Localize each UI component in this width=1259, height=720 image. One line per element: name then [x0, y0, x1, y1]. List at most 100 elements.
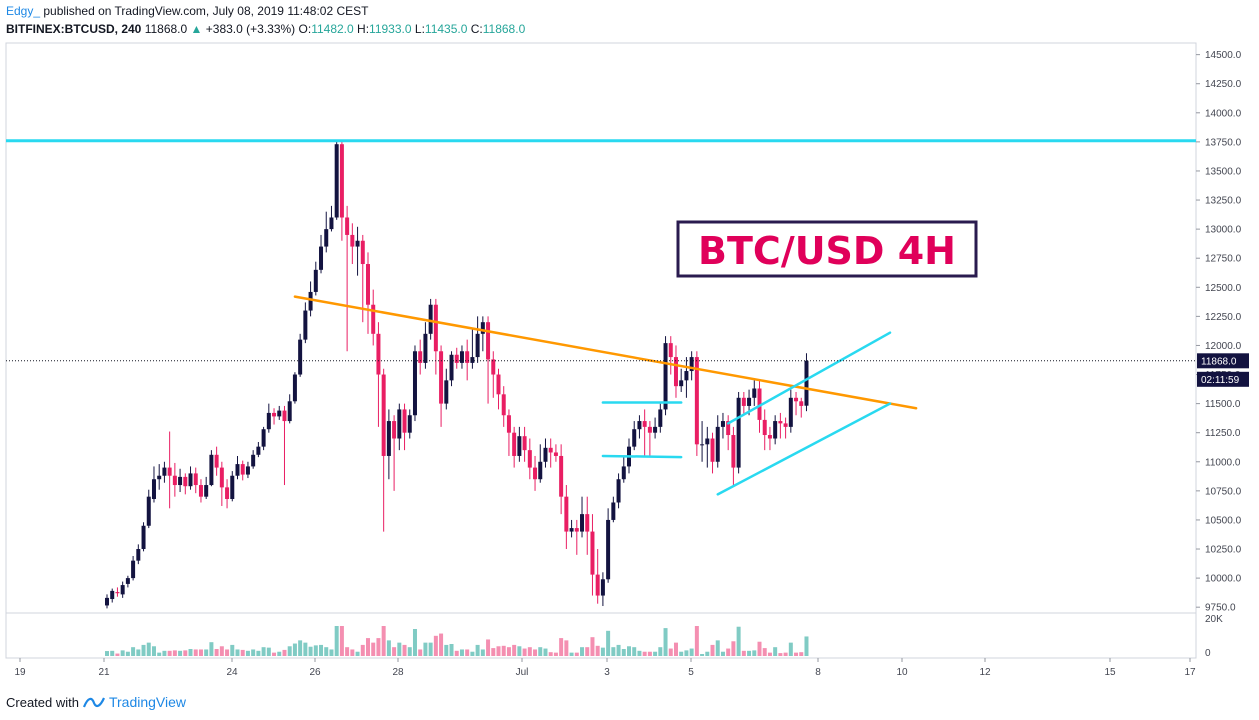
candle-body — [319, 246, 324, 270]
candle-body — [376, 333, 381, 375]
volume-bar — [329, 649, 334, 656]
price-tick-label: 12250.0 — [1205, 312, 1242, 323]
candle-body — [272, 412, 277, 417]
volume-bar — [355, 651, 360, 656]
candle-body — [663, 343, 668, 410]
candle-body — [496, 374, 501, 395]
candle-body — [653, 426, 658, 433]
time-tick-label: 5 — [688, 667, 694, 678]
volume-bar — [653, 651, 658, 656]
candle-body — [433, 304, 438, 352]
candle-body — [512, 432, 517, 456]
time-tick-label: 28 — [392, 667, 404, 678]
volume-bar — [439, 633, 444, 656]
candle-body — [418, 351, 423, 363]
candle-body — [230, 475, 235, 499]
open-value: 11482.0 — [311, 22, 354, 36]
candle-body — [172, 475, 177, 486]
volume-bar — [193, 649, 198, 656]
volume-bar — [146, 642, 151, 656]
candle-body — [371, 304, 376, 334]
time-tick-label: 3 — [604, 667, 610, 678]
price-pane[interactable] — [5, 42, 1197, 614]
change-arrow-icon: ▲ — [190, 22, 203, 36]
volume-bar — [673, 642, 678, 656]
volume-bar — [345, 647, 350, 656]
price-tick-label: 14000.0 — [1205, 108, 1242, 119]
candle-body — [198, 485, 203, 497]
created-with-text: Created with — [6, 694, 79, 710]
volume-bar — [407, 647, 412, 656]
candle-body — [569, 528, 574, 532]
volume-bar — [486, 639, 491, 656]
volume-bar — [157, 652, 162, 656]
candle-body — [731, 435, 736, 468]
time-axis[interactable]: 19 21 24 26 28 Jul 3 5 8 10 12 15 17 — [14, 658, 1196, 678]
volume-bar — [418, 649, 423, 656]
candle-body — [209, 454, 214, 486]
volume-bar — [647, 651, 652, 656]
candle-body — [757, 388, 762, 420]
candle-body — [407, 415, 412, 433]
candle-body — [741, 397, 746, 406]
author-link[interactable]: Edgy_ — [6, 4, 41, 18]
candle-body — [616, 479, 621, 503]
candle-body — [720, 421, 725, 427]
candle-body — [146, 496, 151, 526]
candle-body — [167, 467, 172, 476]
volume-bar — [240, 649, 245, 656]
volume-bar — [757, 641, 762, 656]
volume-bar — [167, 650, 172, 656]
volume-bar — [423, 642, 428, 656]
channel-lower-line — [716, 402, 892, 496]
volume-bar — [600, 647, 605, 656]
candle-body — [679, 380, 684, 387]
candle-body — [684, 371, 689, 381]
volume-bars — [105, 626, 809, 656]
candle-body — [522, 436, 527, 451]
candle-body — [694, 357, 699, 445]
candle-body — [459, 351, 464, 363]
price-axis[interactable]: 14500.0 14250.0 14000.0 13750.0 13500.0 13250… — [1196, 50, 1242, 614]
candle-body — [726, 421, 731, 436]
candle-body — [632, 429, 637, 447]
candle-body — [475, 333, 480, 358]
volume-bar — [569, 652, 574, 656]
volume-bar — [611, 647, 616, 656]
candle-body — [334, 144, 339, 218]
candle-body — [339, 144, 344, 218]
price-tick-label: 9750.0 — [1205, 603, 1236, 614]
volume-bar — [538, 647, 543, 656]
volume-bar — [188, 649, 193, 656]
volume-bar — [700, 654, 705, 656]
candle-body — [710, 438, 715, 462]
tradingview-logo-icon — [82, 697, 105, 708]
volume-bar — [141, 644, 146, 656]
volume-bar — [684, 650, 689, 656]
candle-body — [366, 264, 370, 305]
descending-resistance-line — [293, 295, 918, 410]
volume-bar — [235, 649, 240, 656]
price-badge: 11868.0 — [1197, 353, 1249, 369]
volume-bar — [694, 626, 699, 656]
volume-bar — [689, 648, 694, 656]
volume-bar — [459, 649, 464, 656]
annotation-box[interactable]: BTC/USD 4H — [676, 220, 978, 278]
volume-bar — [366, 638, 370, 656]
volume-bar — [110, 650, 115, 656]
volume-bar — [574, 652, 579, 656]
candle-body — [486, 322, 491, 360]
candle-body — [553, 452, 558, 456]
candle-body — [131, 560, 136, 579]
candle-body — [585, 514, 590, 532]
tradingview-brand-link[interactable]: TradingView — [108, 694, 187, 710]
volume-bar — [799, 652, 804, 656]
candle-body — [705, 438, 710, 445]
candle-body — [480, 322, 485, 334]
volume-bar — [360, 644, 365, 656]
candle-body — [141, 525, 146, 550]
volume-bar — [668, 648, 673, 656]
volume-bar — [298, 640, 303, 656]
price-tick-label: 13250.0 — [1205, 196, 1242, 207]
